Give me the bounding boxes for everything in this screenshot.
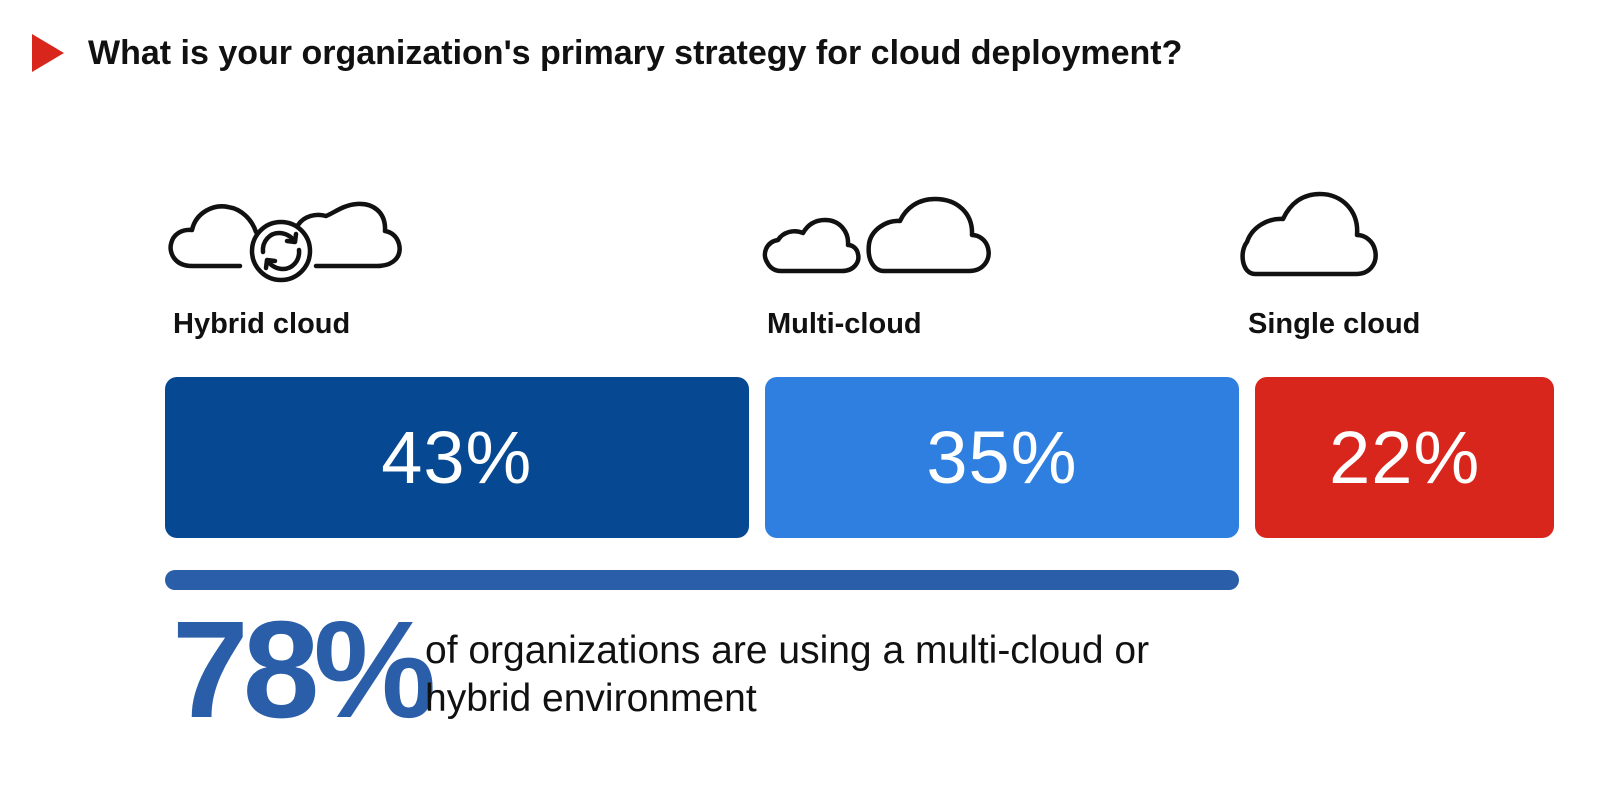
hybrid-cloud-value: 43% xyxy=(381,416,533,499)
hybrid-cloud-right-cloud xyxy=(295,201,402,269)
summary-percentage: 78% xyxy=(172,593,436,747)
summary-text: of organizations are using a multi-cloud… xyxy=(425,629,1150,720)
multi-cloud-large-cloud xyxy=(866,196,991,274)
multi-cloud-label: Multi-cloud xyxy=(767,308,922,340)
multi-cloud-icon xyxy=(762,196,991,274)
hybrid-cloud-sync-arrowhead-top xyxy=(284,231,299,245)
multi-cloud-bar: 35% xyxy=(764,377,1240,538)
single-cloud-label: Single cloud xyxy=(1248,308,1421,340)
combined-share-bracket xyxy=(165,570,1239,590)
hybrid-cloud-sync-arrow-top xyxy=(260,230,297,255)
play-triangle-icon xyxy=(32,34,64,72)
hybrid-cloud-sync-ring xyxy=(249,219,313,283)
hybrid-cloud-sync-arrowhead-bottom xyxy=(263,257,278,271)
single-cloud-bar: 22% xyxy=(1255,377,1554,538)
multi-cloud-small-cloud xyxy=(762,217,861,274)
question-title: What is your organization's primary stra… xyxy=(88,34,1183,72)
hybrid-cloud-icon xyxy=(168,201,402,283)
single-cloud-outline xyxy=(1240,191,1378,277)
hybrid-cloud-label: Hybrid cloud xyxy=(173,308,351,340)
hybrid-cloud-left-cloud xyxy=(168,204,259,269)
hybrid-cloud-bar: 43% xyxy=(165,377,749,538)
single-cloud-value: 22% xyxy=(1329,416,1481,499)
multi-cloud-value: 35% xyxy=(926,416,1078,499)
hybrid-cloud-sync-arrow-bottom xyxy=(265,247,302,272)
single-cloud-icon xyxy=(1240,191,1378,277)
